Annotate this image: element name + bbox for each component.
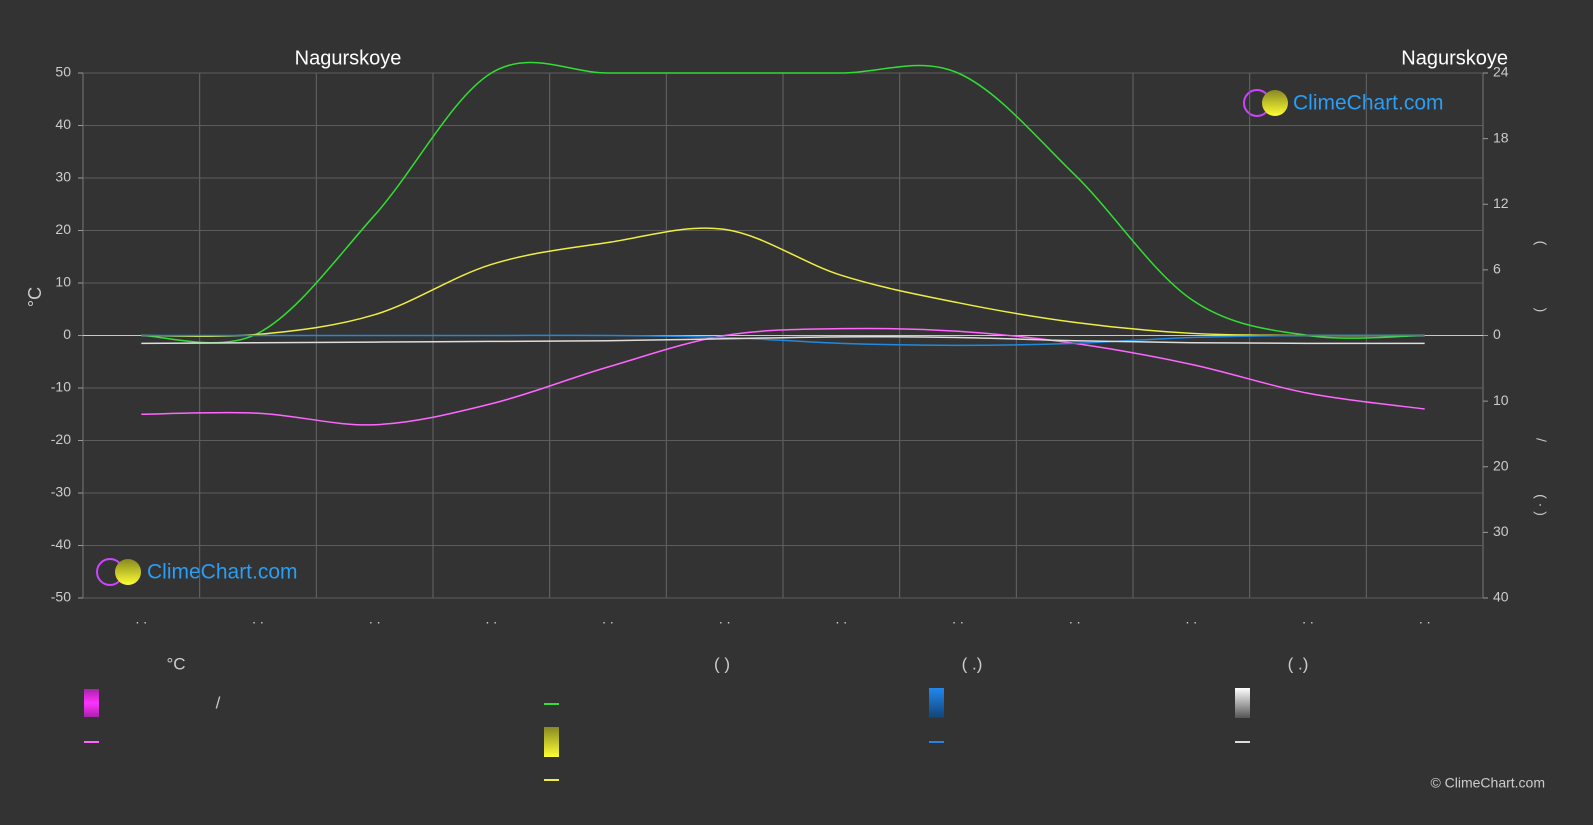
y3-tick-label: 30 bbox=[1493, 523, 1509, 539]
y3-tick-label: 40 bbox=[1493, 589, 1509, 605]
x-tick-label: . . bbox=[485, 611, 497, 627]
right-axis-label: / bbox=[1533, 438, 1549, 442]
y2-tick-label: 0 bbox=[1493, 326, 1501, 342]
y-tick-label: 50 bbox=[55, 64, 71, 80]
series-line bbox=[141, 227, 1425, 337]
y-tick-label: -30 bbox=[51, 484, 71, 500]
series-line bbox=[141, 335, 1425, 345]
right-axis-label: ( · ) bbox=[1533, 494, 1549, 516]
series-line bbox=[141, 334, 1425, 347]
x-tick-label: . . bbox=[135, 611, 147, 627]
y2-tick-label: 24 bbox=[1493, 64, 1509, 80]
logo-sun bbox=[1262, 90, 1288, 116]
logo-sun bbox=[115, 559, 141, 585]
x-tick-label: . . bbox=[1419, 611, 1431, 627]
right-axis-label: ( bbox=[1533, 241, 1549, 246]
y-tick-label: -20 bbox=[51, 431, 71, 447]
x-tick-label: . . bbox=[369, 611, 381, 627]
logo-text: ClimeChart.com bbox=[147, 561, 298, 584]
y2-tick-label: 18 bbox=[1493, 129, 1509, 145]
legend-header: ( .) bbox=[1288, 654, 1309, 673]
x-tick-label: . . bbox=[719, 611, 731, 627]
y-tick-label: -40 bbox=[51, 536, 71, 552]
legend-swatch bbox=[929, 688, 944, 718]
y-tick-label: 30 bbox=[55, 169, 71, 185]
legend-swatch bbox=[1235, 688, 1250, 718]
legend-swatch bbox=[84, 689, 99, 717]
y-tick-label: 10 bbox=[55, 274, 71, 290]
title-left: Nagurskoye bbox=[295, 47, 402, 69]
y-tick-label: -10 bbox=[51, 379, 71, 395]
legend-swatch bbox=[544, 727, 559, 757]
x-tick-label: . . bbox=[1302, 611, 1314, 627]
right-axis-label: ) bbox=[1533, 308, 1549, 313]
y-tick-label: 40 bbox=[55, 116, 71, 132]
y2-tick-label: 12 bbox=[1493, 195, 1509, 211]
logo-text: ClimeChart.com bbox=[1293, 92, 1444, 115]
legend-text: / bbox=[216, 693, 221, 712]
x-tick-label: . . bbox=[835, 611, 847, 627]
legend-header: ( .) bbox=[962, 654, 983, 673]
copyright: © ClimeChart.com bbox=[1430, 775, 1545, 791]
x-tick-label: . . bbox=[602, 611, 614, 627]
logo-bottom: ClimeChart.com bbox=[96, 558, 298, 586]
series-line bbox=[141, 327, 1425, 426]
y-tick-label: -50 bbox=[51, 589, 71, 605]
legend-header: ( ) bbox=[714, 654, 730, 673]
x-tick-label: . . bbox=[1185, 611, 1197, 627]
y2-tick-label: 6 bbox=[1493, 261, 1501, 277]
y3-tick-label: 10 bbox=[1493, 392, 1509, 408]
x-tick-label: . . bbox=[1069, 611, 1081, 627]
y-tick-label: 20 bbox=[55, 221, 71, 237]
title-right: Nagurskoye bbox=[1401, 47, 1508, 69]
x-tick-label: . . bbox=[252, 611, 264, 627]
series-line bbox=[141, 61, 1425, 344]
legend-header: °C bbox=[166, 654, 185, 673]
x-tick-label: . . bbox=[952, 611, 964, 627]
y3-tick-label: 20 bbox=[1493, 457, 1509, 473]
y-tick-label: 0 bbox=[63, 326, 71, 342]
y-axis-label: °C bbox=[25, 287, 45, 307]
logo-top: ClimeChart.com bbox=[1243, 89, 1444, 117]
